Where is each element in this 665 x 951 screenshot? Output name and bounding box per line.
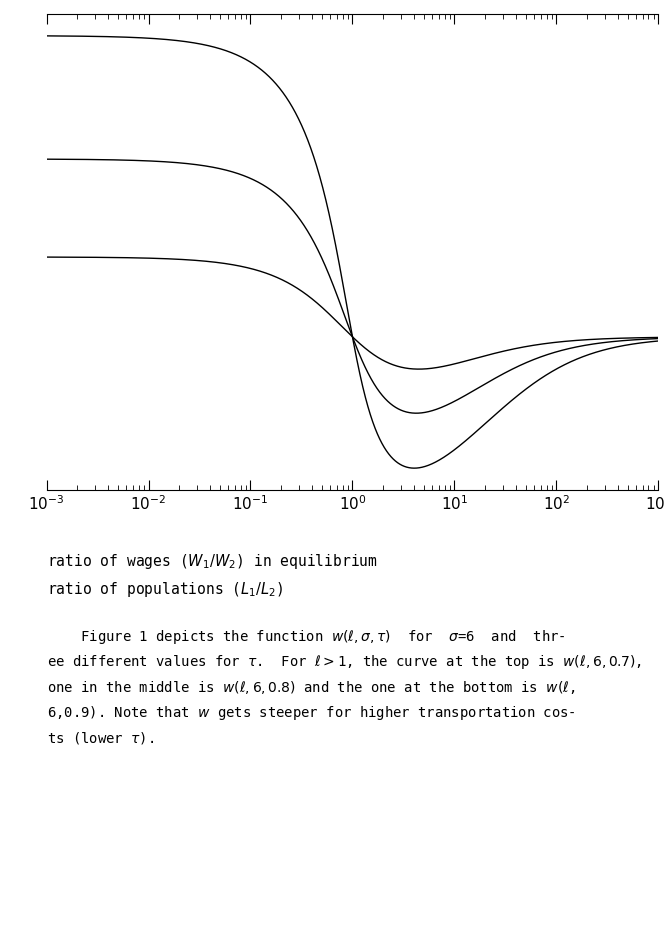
Text: ratio of populations ($L_1/L_2$): ratio of populations ($L_1/L_2$) <box>47 580 283 599</box>
Text: ratio of wages ($W_1/W_2$) in equilibrium: ratio of wages ($W_1/W_2$) in equilibriu… <box>47 552 378 571</box>
Text: Figure 1 depicts the function $w(\ell,\sigma,\tau)$  for  $\sigma$=6  and  thr-
: Figure 1 depicts the function $w(\ell,\s… <box>47 628 641 746</box>
